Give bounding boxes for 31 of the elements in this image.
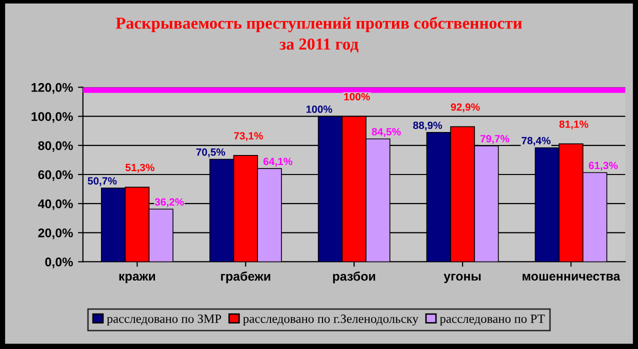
y-tick-label: 120,0% xyxy=(32,83,73,94)
data-label: 51,3% xyxy=(126,164,154,173)
y-tick-label: 100,0% xyxy=(32,112,73,123)
data-label: 79,7% xyxy=(480,135,510,144)
data-label: 64,1% xyxy=(263,158,292,167)
data-label: 36,2% xyxy=(154,198,184,208)
data-label: 50,7% xyxy=(88,177,117,186)
y-tick-label: 0,0% xyxy=(45,258,73,268)
y-tick-label: 40,0% xyxy=(38,199,73,210)
chart-title: Раскрываемость преступлений против собственности за 2011 год xyxy=(116,16,522,52)
x-tick-label: угоны xyxy=(444,274,481,284)
data-label: 100% xyxy=(344,93,370,100)
x-tick-label: кражи xyxy=(119,274,155,284)
data-label: 84,5% xyxy=(372,128,401,137)
legend-label: расследовано по г.Зеленодольску xyxy=(243,314,418,326)
data-label: 88,9% xyxy=(413,122,442,131)
data-label: 92,9% xyxy=(450,103,480,112)
x-tick-label: разбои xyxy=(333,271,376,284)
y-tick-label: 20,0% xyxy=(38,228,73,240)
x-tick-label: грабежи xyxy=(221,271,270,284)
data-label: 81,1% xyxy=(559,120,588,130)
data-label: 100% xyxy=(306,106,332,113)
data-label: 61,3% xyxy=(588,162,618,171)
y-tick-label: 60,0% xyxy=(38,170,73,181)
data-label: 70,5% xyxy=(196,148,226,158)
legend-label: расследовано по РТ xyxy=(440,314,545,326)
data-label: 73,1% xyxy=(234,132,263,142)
data-label: 78,4% xyxy=(522,136,551,146)
x-tick-label: мошенничества xyxy=(522,274,620,281)
legend-label: расследовано по ЗМР xyxy=(106,314,222,326)
y-tick-label: 80,0% xyxy=(38,141,73,152)
